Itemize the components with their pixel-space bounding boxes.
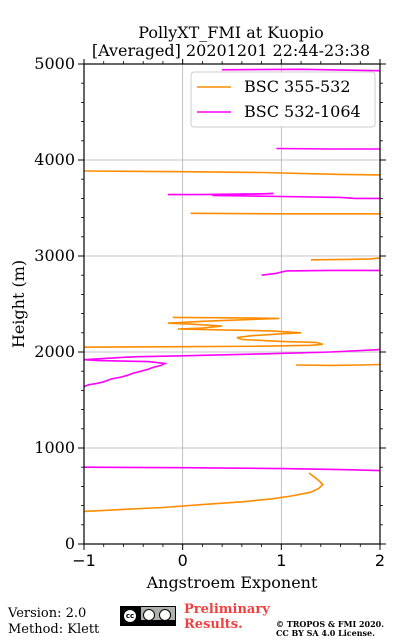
y-tick-label: 4000 xyxy=(34,150,75,169)
y-tick-label: 5000 xyxy=(34,54,75,73)
x-tick-label: 1 xyxy=(276,551,286,570)
chart-title-line-2: [Averaged] 20201201 22:44-23:38 xyxy=(91,41,371,60)
series-0-segment-0 xyxy=(83,472,324,513)
version-label: Version: 2.0 xyxy=(8,606,87,621)
x-tick-label: 0 xyxy=(178,551,188,570)
y-tick-label: 1000 xyxy=(34,438,75,457)
results-label: Results. xyxy=(184,617,243,632)
x-tick-label: −1 xyxy=(72,551,96,570)
x-axis-label: Angstroem Exponent xyxy=(146,573,318,592)
copyright-label: © TROPOS & FMI 2020. xyxy=(276,619,385,629)
chart-title-line-1: PollyXT_FMI at Kuopio xyxy=(138,23,324,42)
series-1-segment-1 xyxy=(83,348,381,388)
method-label: Method: Klett xyxy=(8,622,100,637)
series-0-segment-5 xyxy=(83,170,381,176)
y-axis-label: Height (m) xyxy=(9,260,28,348)
legend-entry-0: BSC 355-532 xyxy=(244,77,351,96)
series-1-segment-4 xyxy=(276,147,380,150)
legend-box xyxy=(190,71,376,128)
series-0-segment-3 xyxy=(310,257,381,261)
series-1-segment-0 xyxy=(83,466,381,472)
legend-entry-1: BSC 532-1064 xyxy=(244,102,361,121)
series-1-segment-3 xyxy=(167,192,380,200)
cc-license-badge-icon: cc xyxy=(120,606,176,626)
y-tick-label: 0 xyxy=(65,534,75,553)
plot-frame xyxy=(83,63,381,545)
x-tick-label: 2 xyxy=(375,551,385,570)
cc-logo-icon: cc xyxy=(123,609,137,623)
y-tick-label: 2000 xyxy=(34,342,75,361)
series-1-segment-5 xyxy=(222,68,381,72)
series-0-segment-4 xyxy=(190,212,380,215)
series-0-segment-1 xyxy=(83,316,324,349)
y-tick-label: 3000 xyxy=(34,246,75,265)
preliminary-label: Preliminary xyxy=(184,602,270,617)
series-0-segment-2 xyxy=(296,363,381,367)
series-1-segment-2 xyxy=(261,269,380,276)
license-label: CC BY SA 4.0 License. xyxy=(276,628,375,638)
